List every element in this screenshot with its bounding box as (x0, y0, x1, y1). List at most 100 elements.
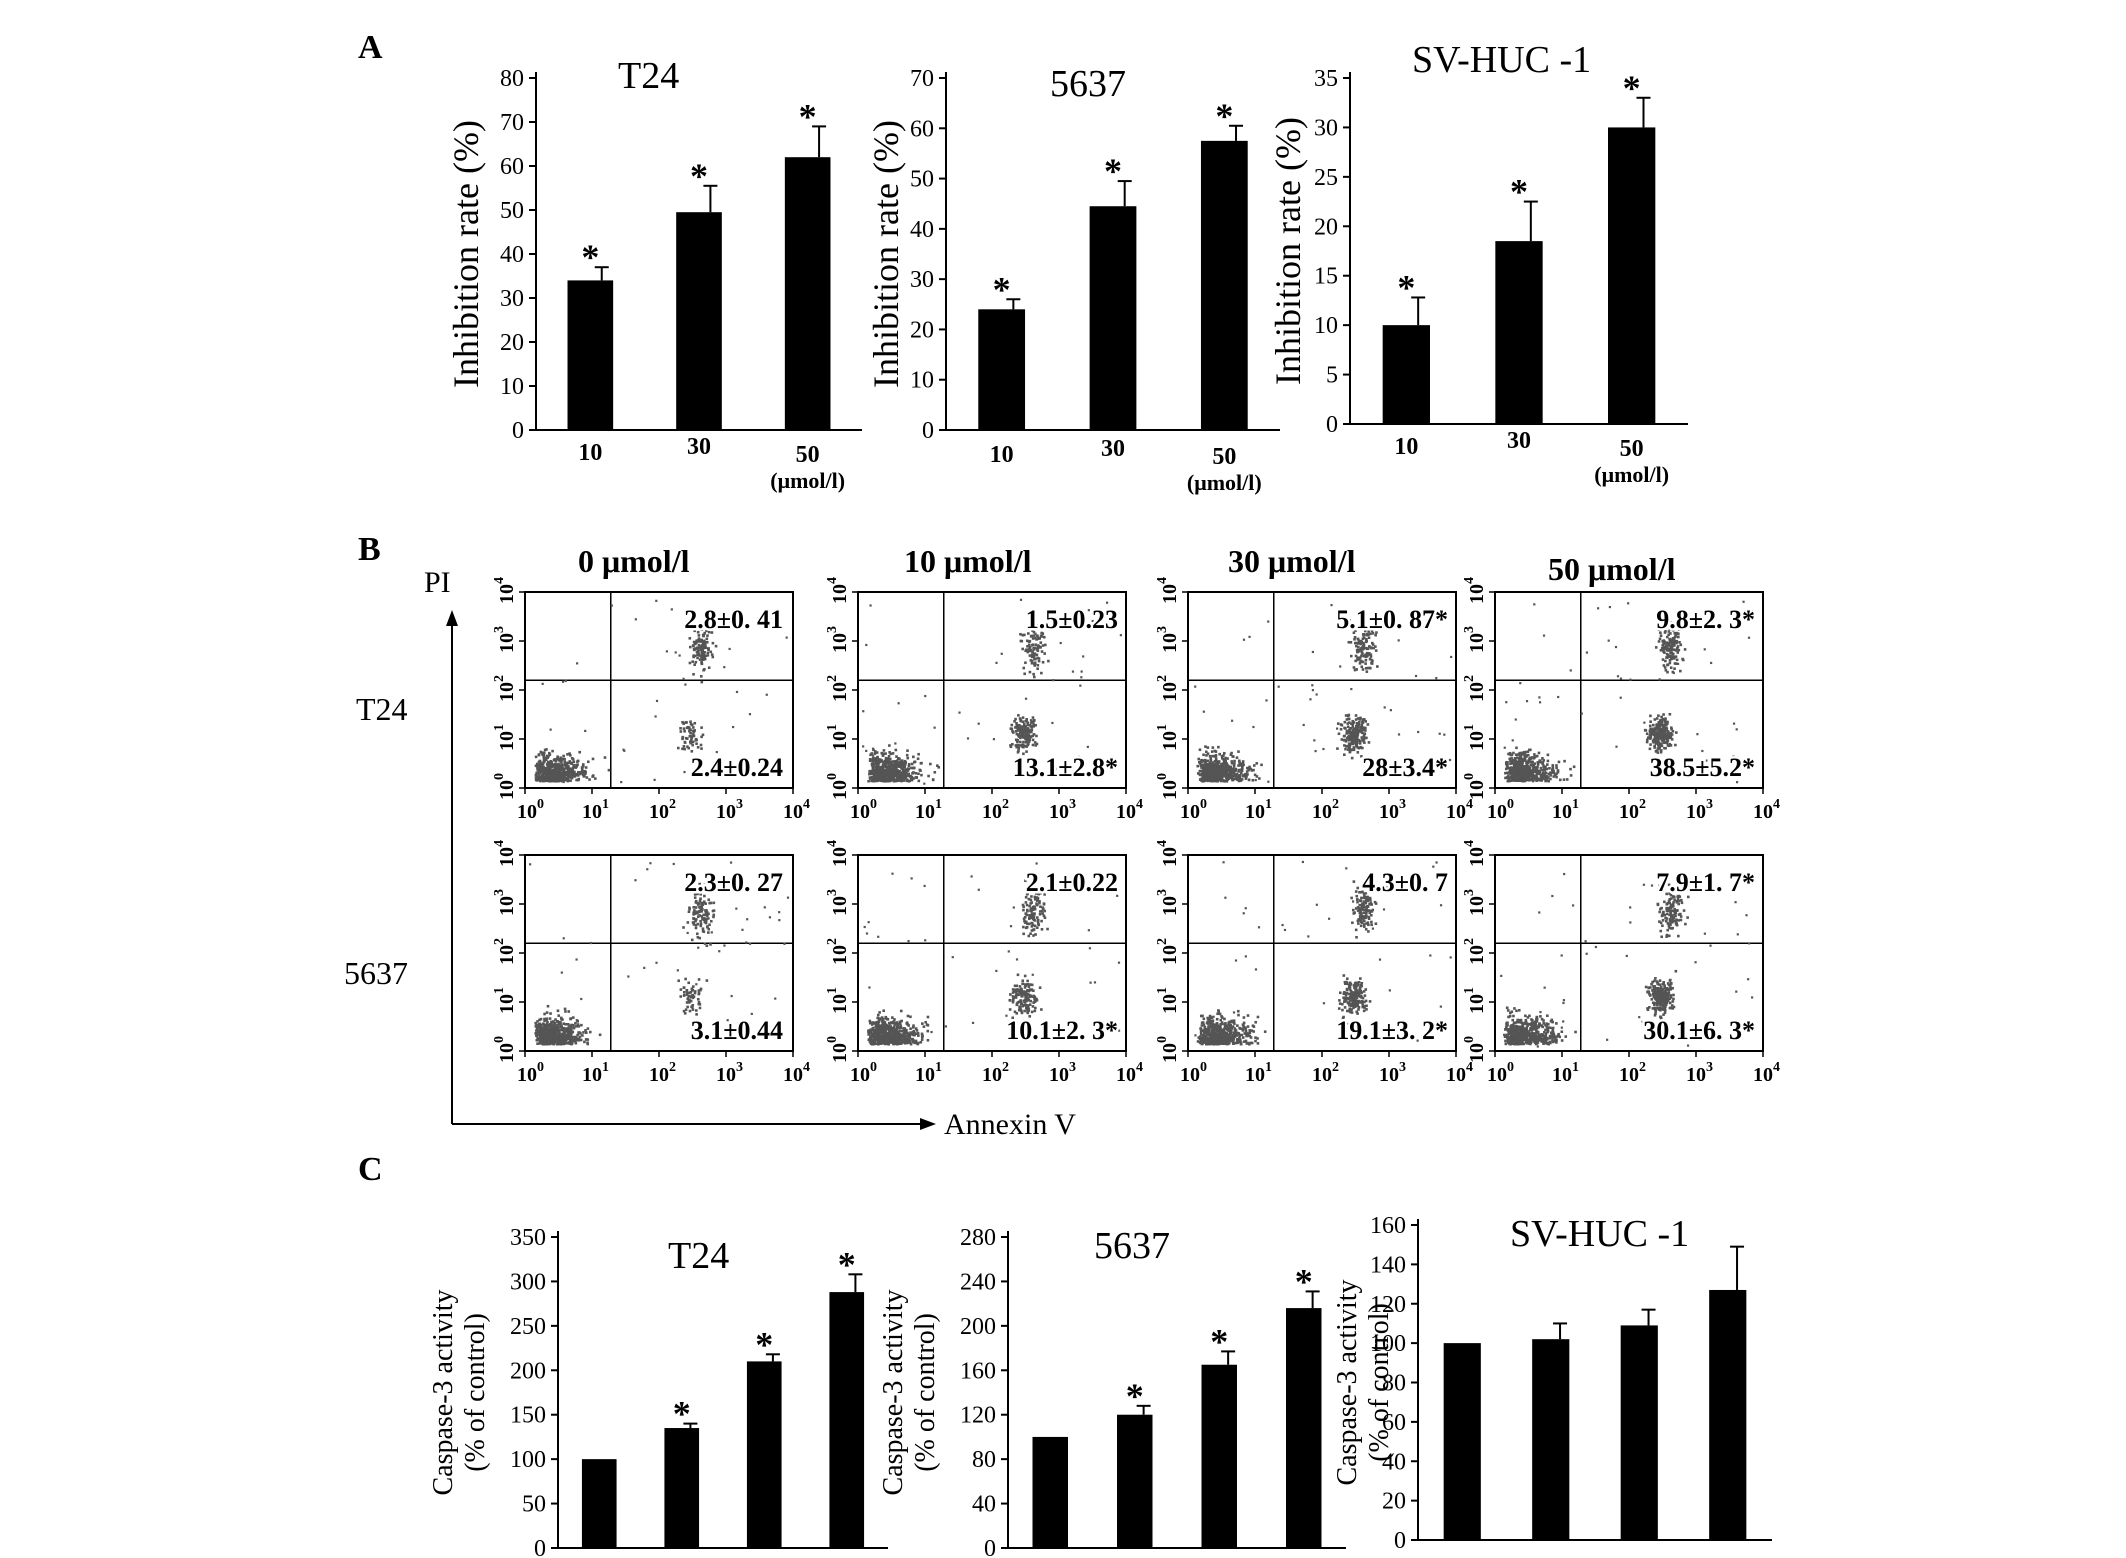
b-plot-r1-c1-dot (883, 1026, 887, 1030)
b-plot-r0-c3-dot (1705, 759, 1708, 762)
b-plot-r0-c1-dot (920, 773, 923, 777)
b-plot-r0-c0-dot (698, 621, 702, 625)
b-plot-r0-c2-dot (1367, 636, 1371, 640)
b-plot-r0-c3-dot (1677, 628, 1681, 631)
b-plot-r0-c1-dot (1030, 728, 1034, 732)
b-plot-r1-c0-y-tick-label-3: 103 (492, 889, 518, 916)
b-plot-r1-c0-dot (543, 1019, 546, 1022)
b-plot-r0-c1-dot (1056, 767, 1059, 770)
b-plot-r0-c3-dot (1536, 765, 1539, 769)
b-plot-r0-c3-dot (1556, 769, 1560, 772)
b-plot-r0-c0-dot (541, 775, 544, 779)
b-plot-r1-c0-dot (559, 1016, 563, 1020)
b-plot-r1-c0-dot (565, 1028, 568, 1032)
b-plot-r0-c1-dot (1039, 634, 1043, 638)
b-plot-r0-c3-dot (1536, 763, 1540, 766)
b-plot-r0-c1-dot (1014, 717, 1017, 721)
b-plot-r1-c1-dot (871, 1028, 875, 1032)
b-plot-r0-c3-dot (1528, 766, 1532, 770)
b-plot-r0-c3-dot (1650, 732, 1653, 736)
b-plot-r1-c0-dot (538, 1022, 542, 1026)
b-plot-r0-c3-y-tick-label-2: 102 (1462, 675, 1488, 702)
b-plot-r1-c0-x-tick-label-2: 102 (649, 1060, 676, 1086)
b-plot-r0-c2-dot (1214, 776, 1217, 779)
b-plot-r0-c3-dot (1735, 728, 1738, 731)
b-plot-r0-c0-dot (541, 682, 544, 685)
a-t24-significance-2: * (799, 96, 817, 136)
b-plot-r0-c1-dot (1014, 726, 1017, 729)
b-plot-r1-c1-dot (903, 1030, 907, 1034)
b-plot-r0-c1-dot (1025, 718, 1028, 721)
b-plot-r1-c0-dot (556, 1028, 560, 1032)
b-plot-r0-c2-dot (1342, 734, 1346, 738)
b-plot-r1-c0-dot (687, 981, 691, 985)
b-plot-r0-c2-dot (1219, 774, 1222, 777)
b-plot-r0-c1-dot (1037, 657, 1041, 660)
b-plot-r0-c3-dot (1661, 643, 1664, 647)
b-plot-r1-c0-dot (699, 892, 703, 896)
b-plot-r0-c1-dot (893, 772, 896, 775)
b-plot-r0-c1-dot (901, 764, 905, 767)
b-plot-r0-c3-dot (1665, 741, 1669, 745)
b-plot-r1-c0-dot (545, 1011, 549, 1014)
b-plot-r0-c1-dot (1031, 637, 1035, 640)
b-plot-r1-c1-dot (873, 1040, 877, 1044)
b-plot-r1-c1-dot (907, 1036, 910, 1039)
b-plot-r0-c3-dot (1532, 766, 1535, 770)
b-plot-r0-c3-dot (1515, 746, 1518, 750)
b-plot-r0-c3-dot (1513, 757, 1517, 760)
b-plot-r0-c1-dot (1023, 729, 1027, 733)
b-plot-r1-c1-dot (890, 1021, 893, 1024)
b-plot-r0-c1-dot (1036, 646, 1040, 650)
b-plot-r0-c2-dot (1222, 751, 1226, 755)
b-plot-r1-c0-dot (574, 1041, 578, 1045)
b-plot-r0-c3-dot (1677, 632, 1680, 636)
b-plot-r0-c3-dot (1542, 764, 1545, 768)
b-plot-r0-c0-y-tick-label-0: 100 (492, 773, 518, 800)
b-plot-r0-c3-dot (1506, 779, 1510, 783)
b-plot-r0-c1-dot (874, 765, 877, 769)
b-plot-r1-c0-dot (562, 1031, 566, 1034)
a-sv-huc-1-bar-2 (1608, 127, 1656, 424)
b-plot-r0-c3-dot (1535, 754, 1539, 758)
b-plot-r1-c1-dot (880, 1036, 884, 1040)
b-plot-r1-c1-dot (895, 1040, 899, 1043)
b-plot-r0-c0-dot (692, 644, 695, 648)
b-plot-r0-c0-dot (691, 733, 695, 736)
b-plot-r0-c3-dot (1674, 743, 1677, 747)
b-plot-r1-c1-dot (876, 1026, 880, 1030)
b-plot-r1-c0-x-tick-exp-0: 0 (537, 1060, 544, 1075)
b-plot-r0-c0-dot (693, 629, 696, 633)
b-plot-r0-c1-dot (1035, 638, 1038, 641)
b-plot-r0-c0-dot (558, 769, 562, 773)
b-plot-r1-c0-dot (685, 989, 689, 992)
b-plot-r0-c0-dot (575, 778, 578, 782)
b-plot-r1-c0-dot (691, 1003, 695, 1007)
b-plot-r1-c1-dot (869, 1028, 872, 1031)
b-plot-r1-c1-dot (879, 1025, 882, 1028)
b-plot-r0-c1-dot (1030, 725, 1034, 729)
b-plot-r0-c1-dot (892, 777, 895, 781)
b-plot-r1-c0-dot (694, 887, 697, 890)
b-plot-r0-c2-dot (1352, 748, 1356, 752)
b-plot-r1-c0-dot (698, 899, 702, 903)
b-plot-r0-c3-dot (1665, 739, 1669, 742)
b-plot-r0-c2-dot (1232, 769, 1236, 773)
b-plot-r1-c1-dot (906, 1014, 910, 1018)
b-plot-r0-c3-dot (1533, 777, 1536, 780)
b-plot-r0-c3-dot (1658, 637, 1662, 641)
b-plot-r0-c2-dot (1358, 648, 1362, 652)
b-plot-r0-c3-dot (1655, 717, 1659, 720)
b-plot-r1-c0-dot (552, 1038, 555, 1042)
b-plot-r0-c2-dot (1209, 759, 1213, 762)
b-plot-r0-c0-dot (545, 767, 548, 770)
b-plot-r1-c0-dot (545, 1019, 548, 1022)
b-plot-r0-c0-dot (705, 628, 709, 631)
b-plot-r0-c2-dot (1336, 722, 1340, 725)
b-plot-r1-c0-dot (557, 1014, 561, 1017)
b-plot-r0-c2-dot (1362, 647, 1366, 650)
b-plot-r0-c0-dot (694, 660, 698, 664)
b-plot-r1-c0-y-tick-exp-1: 1 (492, 987, 507, 994)
b-plot-r0-c3-dot (1505, 701, 1508, 704)
b-plot-r0-c1-dot (1029, 735, 1033, 739)
